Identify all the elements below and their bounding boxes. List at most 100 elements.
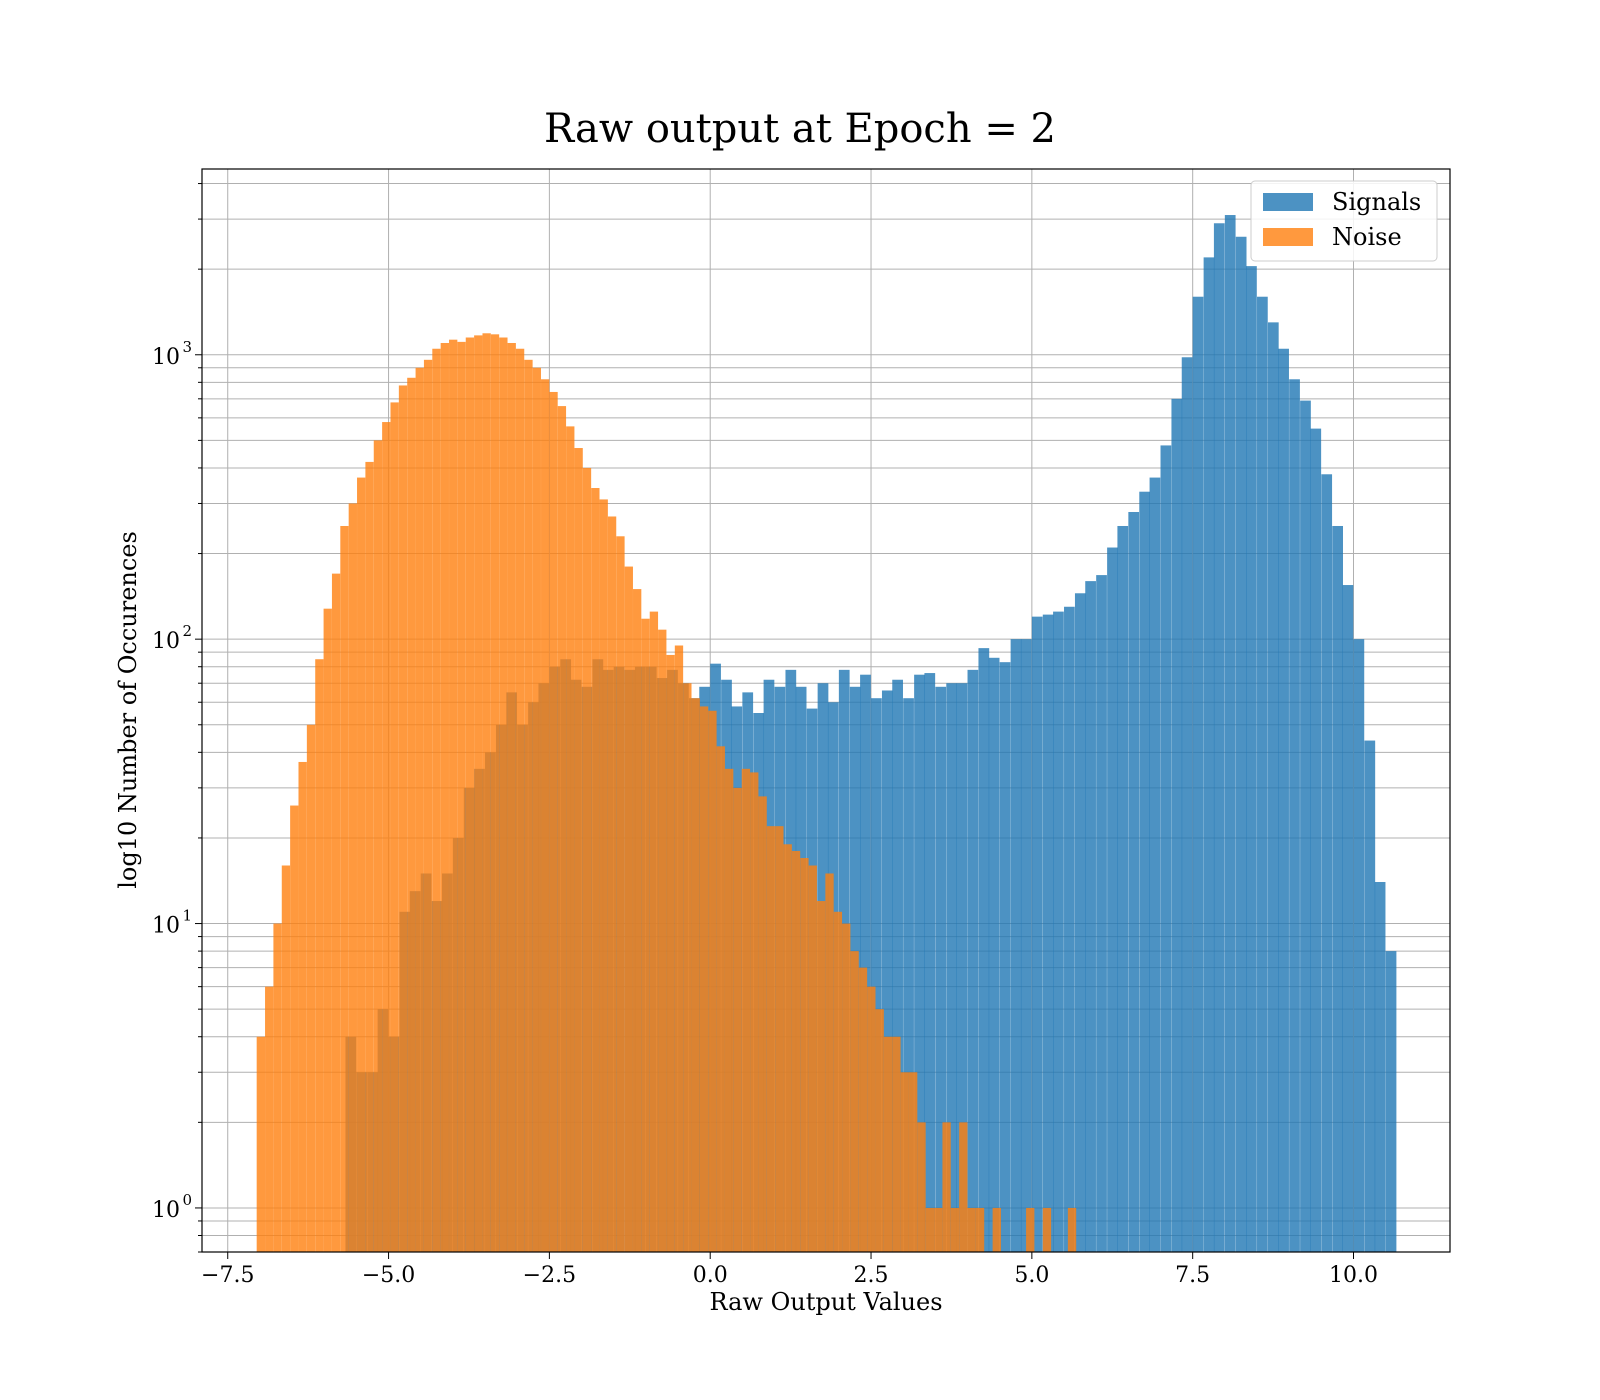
noise-bar [281, 865, 291, 1252]
y-tick-label: 10 [152, 345, 180, 370]
y-tick-label: 10 [152, 1198, 180, 1223]
noise-bar [373, 440, 383, 1252]
noise-bar [449, 339, 458, 1252]
signals-bar [1289, 379, 1300, 1252]
signals-bar [1107, 547, 1118, 1252]
signals-bar [1064, 606, 1075, 1252]
signals-bar [1246, 266, 1257, 1252]
signals-bar [1053, 611, 1064, 1252]
noise-bar [398, 385, 408, 1252]
signals-bar [1257, 296, 1268, 1252]
signals-bar [892, 679, 903, 1252]
signals-bar [1031, 616, 1043, 1252]
noise-bar [465, 337, 475, 1253]
noise-bar [934, 1207, 943, 1252]
noise-bar [440, 342, 449, 1253]
signals-bar [1385, 951, 1397, 1252]
y-tick-exponent: 3 [182, 338, 192, 356]
noise-bar [875, 1009, 884, 1252]
signals-bar [871, 698, 882, 1252]
signals-bar [1020, 639, 1032, 1252]
noise-bar [574, 448, 583, 1252]
noise-bar [591, 488, 600, 1253]
noise-bar [1026, 1207, 1035, 1252]
signals-bar [1332, 525, 1343, 1252]
signals-bar [1364, 740, 1376, 1252]
noise-bar [975, 1207, 985, 1252]
noise-bar [867, 986, 876, 1252]
noise-bar [808, 865, 817, 1252]
noise-bar [348, 503, 357, 1252]
signals-bar [1321, 474, 1333, 1252]
signals-bar [1139, 491, 1151, 1252]
noise-bar [825, 873, 834, 1252]
noise-bar [566, 426, 575, 1253]
x-tick-label: 0.0 [693, 1263, 728, 1288]
noise-bar [331, 573, 341, 1252]
noise-bars [256, 333, 1077, 1253]
signals-bar [1085, 581, 1096, 1252]
legend-label-signals: Signals [1332, 188, 1421, 216]
noise-bar [649, 611, 659, 1252]
legend: Signals Noise [1250, 180, 1438, 262]
noise-bar [959, 1122, 968, 1252]
x-axis: −7.5 −5.0 −2.5 0.0 2.5 5.0 7.5 10.0 [201, 1252, 1378, 1288]
noise-bar [950, 1207, 960, 1252]
noise-bar [524, 359, 533, 1253]
noise-bar [265, 986, 274, 1252]
noise-bar [532, 367, 541, 1252]
signals-bar [924, 673, 936, 1252]
noise-bar [490, 334, 500, 1252]
chart-title: Raw output at Epoch = 2 [544, 106, 1056, 152]
noise-bar [515, 348, 525, 1252]
noise-bar [323, 608, 332, 1252]
x-tick-label: −7.5 [201, 1263, 254, 1288]
x-tick-label: 2.5 [854, 1263, 889, 1288]
signals-bar [978, 648, 990, 1252]
y-tick-exponent: 1 [182, 907, 192, 925]
signals-bar [914, 674, 925, 1252]
noise-bar [783, 844, 792, 1252]
signals-bar [1117, 525, 1129, 1252]
noise-bar [750, 772, 759, 1252]
noise-bar [775, 826, 784, 1252]
noise-bar [691, 698, 700, 1252]
noise-bar [699, 706, 709, 1252]
signals-bar [1074, 593, 1086, 1252]
y-tick-exponent: 0 [182, 1191, 192, 1209]
x-axis-label: Raw Output Values [709, 1288, 942, 1316]
noise-bar [290, 805, 299, 1252]
signals-bar [956, 683, 968, 1252]
signals-bar [1278, 348, 1289, 1252]
noise-bar [850, 951, 859, 1252]
x-tick-label: 10.0 [1329, 1263, 1378, 1288]
signals-bar [1353, 639, 1365, 1252]
signals-bar [1235, 236, 1247, 1252]
noise-bar [725, 768, 734, 1252]
noise-bar [917, 1122, 926, 1252]
legend-swatch-signals [1263, 193, 1313, 211]
noise-bar [256, 1036, 265, 1252]
signals-bar [1213, 223, 1225, 1253]
signals-bar [935, 686, 947, 1252]
noise-bar [816, 901, 826, 1252]
signals-bar [1203, 257, 1215, 1252]
y-tick-exponent: 2 [182, 622, 192, 640]
signals-bar [1192, 296, 1204, 1252]
signals-bar [1149, 477, 1161, 1252]
noise-bar [842, 923, 851, 1252]
x-tick-label: 5.0 [1014, 1263, 1049, 1288]
signals-bar [1374, 881, 1386, 1252]
noise-bar [549, 391, 558, 1252]
noise-bar [1042, 1207, 1052, 1252]
noise-bar [616, 536, 625, 1252]
noise-bar [800, 858, 809, 1252]
noise-bar [423, 359, 433, 1253]
signals-bar [946, 683, 958, 1252]
y-tick-label: 10 [152, 629, 180, 654]
noise-bar [992, 1207, 1001, 1252]
noise-bar [1067, 1207, 1077, 1252]
noise-bar [432, 348, 441, 1252]
